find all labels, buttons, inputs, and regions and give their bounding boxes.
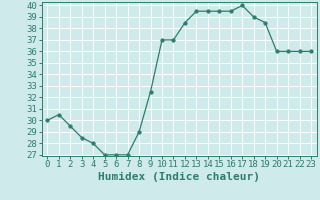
X-axis label: Humidex (Indice chaleur): Humidex (Indice chaleur) xyxy=(98,172,260,182)
